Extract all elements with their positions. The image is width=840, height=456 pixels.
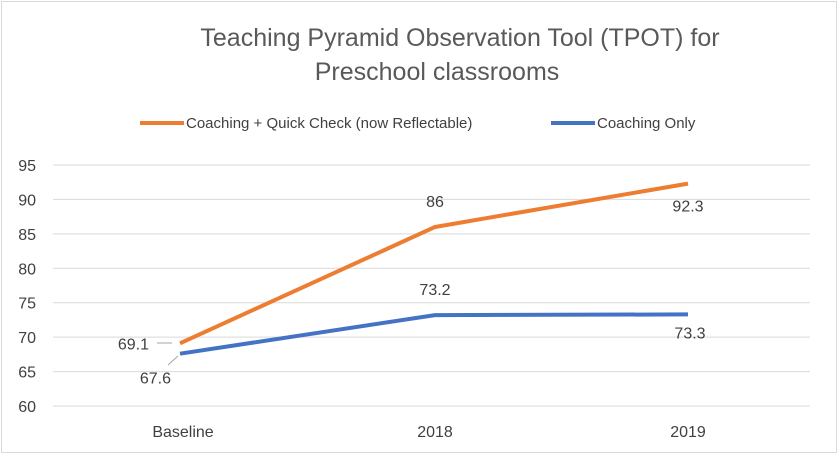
x-tick-label: Baseline — [152, 424, 213, 441]
y-tick-label: 95 — [18, 158, 36, 175]
y-tick-label: 80 — [18, 261, 36, 278]
legend-label-series-1: Coaching + Quick Check (now Reflectable) — [186, 115, 472, 132]
data-label: 73.3 — [674, 325, 705, 342]
data-label: 86 — [426, 194, 444, 211]
series-line-1 — [179, 181, 689, 346]
y-tick-label: 85 — [18, 227, 36, 244]
y-tick-label: 90 — [18, 192, 36, 209]
y-tick-label: 60 — [18, 399, 36, 416]
legend: Coaching + Quick Check (now Reflectable)… — [140, 115, 696, 132]
chart-title-line-2: Preschool classrooms — [315, 58, 560, 86]
chart-title-line-1: Teaching Pyramid Observation Tool (TPOT)… — [200, 24, 719, 52]
x-tick-label: 2018 — [417, 424, 453, 441]
data-label: 92.3 — [672, 199, 703, 216]
leader-line — [167, 355, 179, 366]
data-label: 73.2 — [419, 282, 450, 299]
data-label: 67.6 — [140, 371, 171, 388]
y-tick-label: 70 — [18, 330, 36, 347]
series-line-2 — [179, 312, 689, 356]
y-tick-label: 65 — [18, 365, 36, 382]
data-label: 69.1 — [118, 336, 149, 353]
legend-label-series-2: Coaching Only — [597, 115, 696, 132]
y-tick-label: 75 — [18, 296, 36, 313]
x-tick-label: 2019 — [670, 424, 706, 441]
